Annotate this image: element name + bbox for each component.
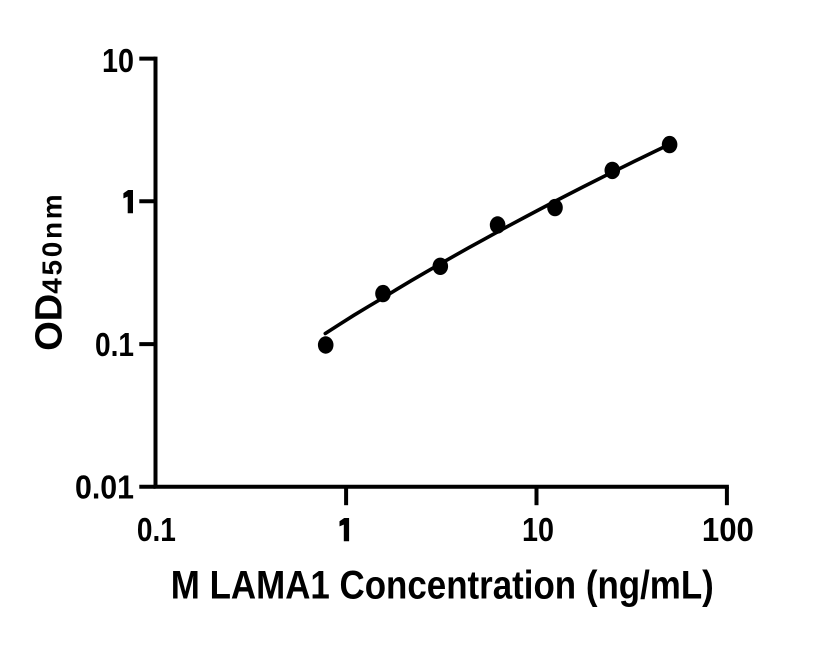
svg-text:10: 10 xyxy=(522,511,554,548)
svg-text:M LAMA1 Concentration (ng/mL): M LAMA1 Concentration (ng/mL) xyxy=(171,564,714,608)
svg-text:10: 10 xyxy=(102,42,134,79)
svg-text:0.1: 0.1 xyxy=(95,326,134,363)
svg-text:100: 100 xyxy=(702,511,754,548)
svg-text:0.1: 0.1 xyxy=(137,511,176,548)
svg-text:OD450nm: OD450nm xyxy=(29,192,71,351)
svg-text:0.01: 0.01 xyxy=(75,469,134,506)
